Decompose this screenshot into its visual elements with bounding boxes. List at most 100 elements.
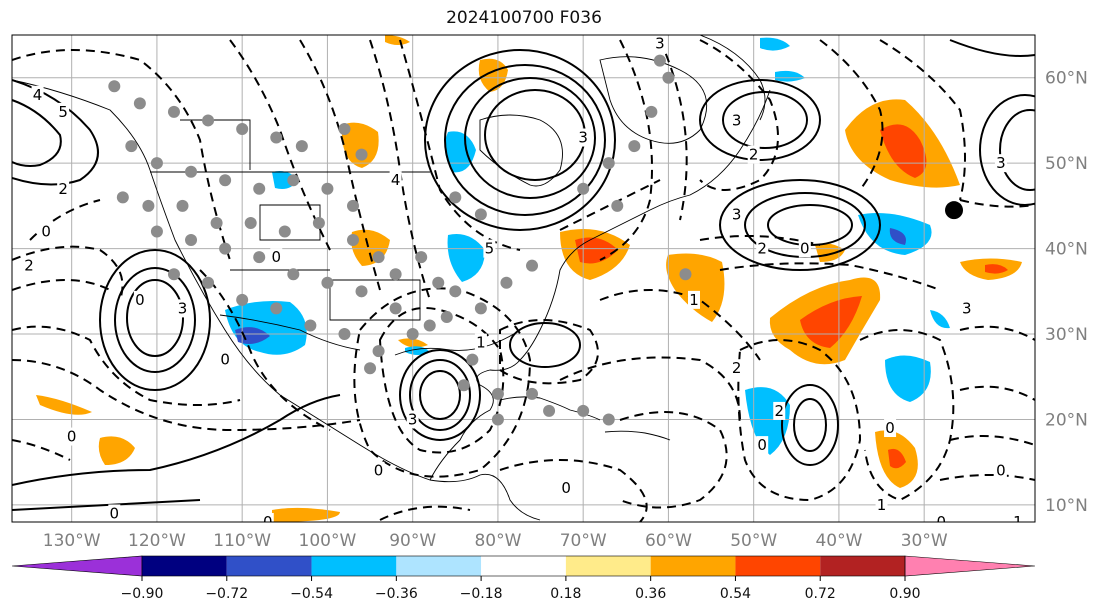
colorbar-tick-label: −0.54: [290, 586, 333, 602]
point-marker: [602, 157, 615, 170]
contour-solid: [114, 267, 196, 373]
contour-label-bg: [875, 495, 888, 514]
contour-dashed: [199, 269, 331, 431]
contour-label: 2: [58, 180, 68, 198]
latitude-tick-label: 30°N: [1045, 325, 1088, 345]
contour-label: 5: [485, 240, 495, 258]
colorbar-tick-label: 0.54: [720, 586, 751, 602]
longitude-tick-label: 130°W: [43, 531, 101, 551]
contour-solid: [419, 370, 461, 420]
contour-label-bg: [270, 248, 283, 267]
contour-solid: [793, 398, 827, 452]
contour-dashed: [378, 307, 505, 454]
point-marker: [253, 182, 266, 195]
point-marker: [202, 276, 215, 289]
contour-label: 0: [757, 436, 767, 454]
fill-blue: [885, 355, 931, 402]
contour-label: 0: [561, 479, 571, 497]
contour-label-bg: [406, 410, 419, 429]
contour-label-bg: [730, 359, 743, 378]
fill-red: [800, 296, 862, 348]
point-marker: [219, 242, 232, 255]
point-marker: [167, 105, 180, 118]
longitude-tick-label: 90°W: [389, 531, 436, 551]
contour-solid: [126, 279, 184, 357]
contour-dashed: [559, 356, 741, 421]
fill-blue: [447, 234, 485, 282]
fill-lightblue: [889, 228, 906, 245]
contour-dashed: [659, 39, 688, 221]
coastline: [599, 56, 708, 144]
contour-label: 0: [936, 513, 946, 531]
point-marker: [185, 234, 198, 247]
contour-solid: [12, 99, 62, 167]
contour-dashed: [949, 435, 1035, 446]
point-marker: [150, 225, 163, 238]
colorbar: −0.90 −0.72 −0.54 −0.36 −0.18 0.18 0.36 0.54 0.7…: [11, 555, 1036, 602]
contour-dashed: [719, 262, 941, 291]
contour-label: 2: [774, 402, 784, 420]
longitude-tick-label: 40°W: [815, 531, 862, 551]
contour-solid: [444, 64, 606, 216]
fill-darkblue: [235, 327, 270, 344]
point-marker: [500, 276, 513, 289]
fill-blue: [444, 131, 476, 173]
fill-blue: [930, 310, 950, 329]
large-point-marker: [945, 201, 964, 220]
contour-dashed: [599, 39, 653, 261]
latitude-tick-label: 10°N: [1045, 496, 1088, 516]
contour-solid: [999, 109, 1035, 191]
contour-dashed: [619, 411, 728, 509]
contour-solid: [781, 384, 839, 466]
point-marker: [312, 216, 325, 229]
contour-dashed: [819, 39, 884, 191]
contour-label: 3: [655, 35, 665, 53]
border: [219, 314, 361, 351]
contour-dashed: [879, 39, 966, 201]
point-marker: [679, 268, 692, 281]
longitude-tick-label: 30°W: [901, 531, 948, 551]
fill-orange: [815, 243, 845, 262]
contour-solid: [509, 322, 581, 368]
coastline: [12, 79, 541, 521]
contour-label-bg: [40, 222, 53, 241]
point-marker: [270, 131, 283, 144]
colorbar-under-extend: [11, 555, 143, 577]
contour-label: 3: [962, 299, 972, 317]
point-marker: [278, 225, 291, 238]
point-marker: [526, 387, 539, 400]
fill-red: [880, 124, 927, 178]
contour-label: 2: [24, 257, 34, 275]
contour-label: 0: [800, 240, 810, 258]
contour-label-bg: [730, 111, 743, 130]
point-marker: [611, 199, 624, 212]
contour-label-bg: [57, 179, 70, 198]
point-marker: [662, 71, 675, 84]
point-marker: [491, 413, 504, 426]
contour-label: 1: [476, 334, 486, 352]
contour-label: 0: [263, 513, 273, 531]
contour-solid: [719, 179, 881, 271]
fill-orange: [272, 507, 340, 522]
contour-label-bg: [261, 513, 274, 522]
contour-label: 0: [41, 223, 51, 241]
contour-label: 3: [996, 154, 1006, 172]
point-marker: [526, 259, 539, 272]
point-marker: [449, 285, 462, 298]
point-marker: [295, 140, 308, 153]
point-marker: [338, 122, 351, 135]
contour-dashed: [229, 39, 331, 251]
contour-dashed: [939, 474, 1035, 481]
contour-label-bg: [773, 401, 786, 420]
point-marker: [355, 285, 368, 298]
contour-label: 1: [877, 496, 887, 514]
colorbar-tick-label: −0.90: [121, 586, 164, 602]
point-marker: [474, 208, 487, 221]
point-marker: [440, 310, 453, 323]
point-marker: [372, 345, 385, 358]
point-marker: [219, 174, 232, 187]
contour-label: 0: [272, 248, 282, 266]
point-marker: [125, 140, 138, 153]
